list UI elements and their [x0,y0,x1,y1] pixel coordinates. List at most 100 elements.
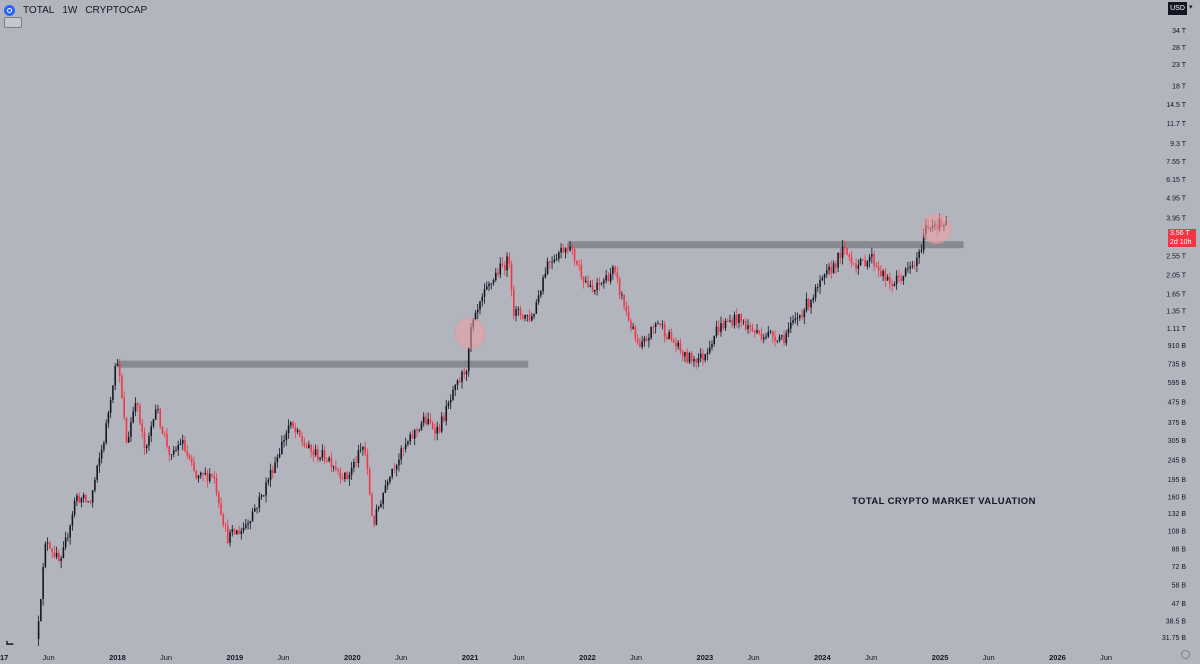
candle-body [420,423,423,430]
candle-body [267,479,270,483]
candle-body [449,399,452,403]
candle-body [778,336,781,341]
candle [40,598,42,622]
candle [711,340,713,351]
candle-body [591,285,594,292]
candle [830,260,833,279]
symbol-name[interactable]: TOTAL [23,4,55,16]
candle-body [206,473,209,482]
candle [812,294,815,304]
candle-body [89,501,92,503]
candle [675,337,677,353]
candle [666,333,668,341]
candle [425,413,427,427]
candle [445,399,448,426]
candle [492,278,495,286]
candle [760,326,763,342]
y-tick-label: 88 B [1172,546,1187,553]
currency-button[interactable]: USD [1168,2,1187,15]
candle [785,329,788,347]
legend-collapse-button[interactable] [4,17,22,28]
candle-body [616,272,619,279]
candle [648,333,650,348]
last-price-badge: 3.56 T 2d 10h [1168,229,1196,247]
candle [87,500,89,503]
candle [215,473,218,497]
candle-body [580,264,583,277]
candle [161,426,164,436]
candle-body [569,246,571,251]
candle-body [918,251,920,258]
candle-body [767,331,770,337]
candle-body [299,429,301,437]
candle-body [276,457,279,463]
candle-body [832,263,835,274]
candle [371,491,373,517]
candle-body [598,282,601,285]
candle [447,400,450,409]
candle-body [285,433,288,441]
candle [891,279,893,293]
candle-body [895,275,898,285]
candle-body [181,440,184,444]
candle [326,457,328,463]
candle-body [281,441,283,455]
candle-body [235,530,238,535]
candle [319,456,321,462]
candle [317,445,319,463]
candle [46,537,49,551]
candle [44,541,47,569]
y-tick-label: 375 B [1168,420,1187,427]
candle-body [256,507,258,509]
candle [776,340,779,344]
candle-body [902,275,905,281]
candle-body [544,273,547,278]
candle-body [121,375,123,398]
candle [578,259,580,271]
candle [569,241,571,252]
candle [411,430,414,439]
candle [846,247,848,256]
candle [544,267,547,279]
x-tick-label: 2022 [579,653,596,662]
candle-body [283,440,285,442]
candle-body [323,450,326,461]
candle [762,334,765,344]
candle-body [830,266,833,274]
settings-icon[interactable] [1181,650,1190,659]
candle-body [73,500,76,515]
chevron-down-icon[interactable]: ▾ [1189,4,1193,11]
candle-body [400,448,402,460]
candle-body [413,429,416,439]
candle [51,547,53,559]
candle-body [247,523,249,525]
candle [517,306,520,316]
candle-body [810,300,812,308]
candle [269,463,272,488]
candle [603,278,605,289]
candle [116,359,119,367]
exchange-label[interactable]: CRYPTOCAP [85,4,148,16]
candle-body [886,276,889,281]
bar-countdown: 2d 10h [1170,239,1192,246]
candle [263,494,265,497]
interval-label[interactable]: 1W [62,4,78,16]
candle [141,418,144,439]
candle [175,446,177,453]
candle-body [467,347,470,372]
candle-body [828,266,830,271]
candle [618,276,621,300]
candle-body [445,406,448,422]
candle-body [645,338,648,341]
candle-body [564,248,567,253]
candle-body [301,436,303,443]
candle-body [724,320,727,329]
candle [819,275,821,295]
candle-body [891,283,893,287]
candle-body [409,434,411,442]
candle [769,329,772,334]
candle [431,420,434,431]
candle [154,404,157,421]
candle [895,270,898,290]
